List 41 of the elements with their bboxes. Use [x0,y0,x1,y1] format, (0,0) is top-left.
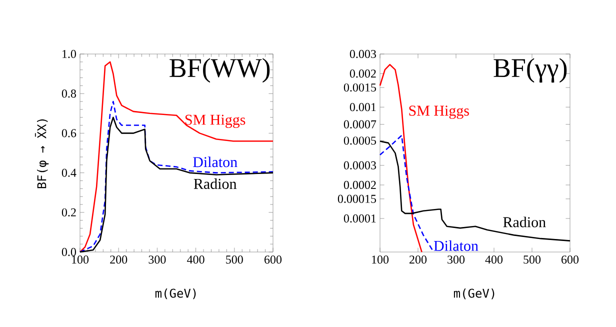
y-tick-label: 0.0 [62,248,76,256]
line-series [379,140,571,242]
y-tick-label: 0.2 [62,208,76,216]
x-tick-label: 200 [110,256,128,264]
x-tick-label: 500 [226,256,243,264]
x-axis-title: m(GeV) [454,288,494,300]
x-tick-label: 100 [372,256,389,264]
series-label: Dilaton [434,240,478,251]
y-tick-label: 0.8 [62,90,76,98]
y-tick-label: 0.00015 [338,194,376,203]
y-tick-label: 0.0005 [344,136,376,145]
series-label: Radion [503,216,546,228]
y-tick-label: 0.0001 [344,214,376,223]
y-tick-label: 0.001 [350,103,376,112]
x-tick-label: 500 [524,256,541,264]
x-tick-label: 400 [187,256,204,264]
y-tick-label: 0.0007 [344,120,376,128]
chart-title: BF(WW) [170,58,270,83]
series-label: Radion [194,178,237,189]
x-axis-title: m(GeV) [155,288,196,300]
x-tick-label: 100 [72,256,89,264]
x-tick-label: 200 [410,256,427,264]
y-tick-label: 0.6 [62,129,76,138]
y-tick-label: 0.003 [350,50,376,58]
x-tick-label: 300 [448,256,465,264]
y-tick-label: 0.0003 [344,161,376,170]
line-series [379,134,434,253]
series-label: SM Higgs [185,114,246,128]
series-label: Dilaton [193,156,238,168]
series-label: SM Higgs [409,106,469,119]
y-tick-label: 0.0002 [344,180,376,190]
x-tick-label: 600 [264,256,282,264]
x-tick-label: 400 [485,256,503,264]
y-tick-label: 0.0015 [344,83,376,92]
y-axis-title: BF(φ → X̄X) [34,119,49,188]
chart-title: BF(γγ) [494,58,567,83]
y-tick-label: 1.0 [62,50,76,58]
x-tick-label: 300 [148,256,166,264]
y-tick-label: 0.002 [350,70,376,78]
y-tick-label: 0.4 [62,168,76,177]
x-tick-label: 600 [562,256,579,264]
